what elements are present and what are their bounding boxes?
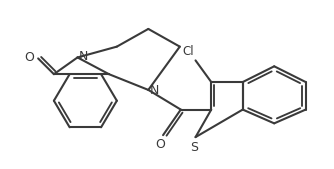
Text: N: N — [78, 50, 88, 63]
Text: N: N — [149, 84, 159, 97]
Text: O: O — [24, 51, 34, 64]
Text: Cl: Cl — [182, 45, 194, 58]
Text: S: S — [190, 141, 198, 154]
Text: O: O — [155, 138, 165, 151]
